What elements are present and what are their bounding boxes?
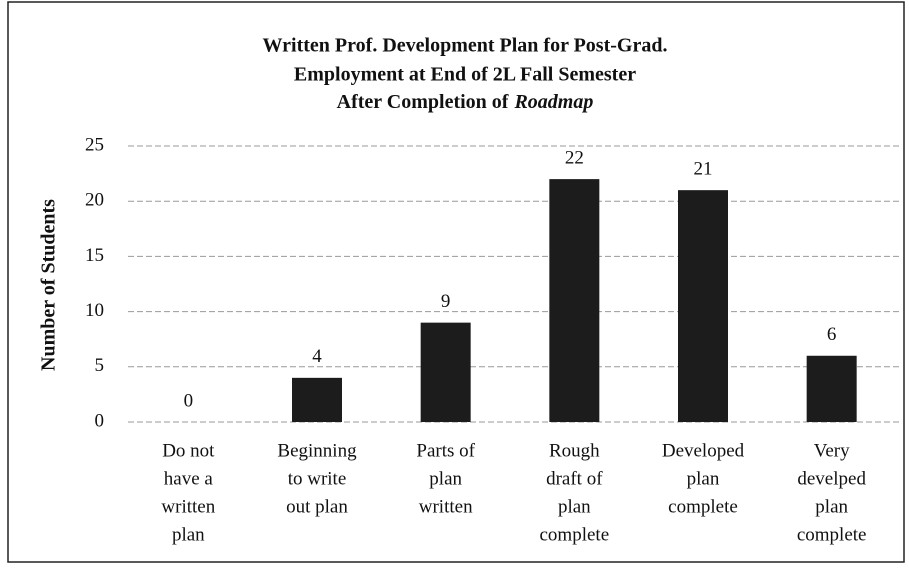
- x-tick-label: written: [419, 496, 473, 517]
- x-tick-label: Beginning: [277, 440, 357, 461]
- chart-border: [7, 1, 905, 563]
- chart-title: Roadmap: [513, 91, 593, 113]
- x-tick-label: Very: [814, 440, 850, 461]
- data-label: 21: [694, 159, 713, 180]
- data-label: 0: [184, 390, 194, 411]
- bar: [420, 322, 471, 422]
- x-tick-label: Do not: [162, 440, 215, 461]
- data-label: 22: [565, 147, 584, 168]
- chart-title: After Completion of: [337, 91, 509, 113]
- bar: [549, 179, 600, 422]
- x-tick-label: have a: [164, 468, 214, 489]
- x-tick-label: develped: [797, 468, 866, 489]
- x-tick-label: written: [161, 496, 215, 517]
- x-tick-label: Rough: [549, 440, 600, 461]
- x-tick-label: Parts of: [416, 440, 475, 461]
- y-tick-label: 10: [85, 300, 104, 321]
- x-tick-label: plan: [558, 496, 591, 517]
- x-tick-label: complete: [540, 524, 610, 545]
- data-label: 4: [312, 346, 322, 367]
- x-tick-label: draft of: [546, 468, 603, 489]
- bar: [292, 377, 342, 422]
- x-tick-label: plan: [172, 524, 205, 545]
- y-tick-label: 15: [85, 245, 104, 266]
- bar: [678, 190, 728, 422]
- chart-title: After Completion of Roadmap: [337, 91, 594, 113]
- x-tick-label: plan: [429, 468, 462, 489]
- bar: [806, 355, 857, 422]
- y-axis-label: Number of Students: [38, 199, 60, 371]
- y-tick-label: 20: [85, 190, 104, 211]
- x-tick-label: out plan: [286, 496, 348, 517]
- x-tick-label: plan: [687, 468, 720, 489]
- y-tick-label: 5: [95, 355, 105, 376]
- y-tick-label: 0: [95, 410, 105, 431]
- x-tick-label: complete: [668, 496, 738, 517]
- x-tick-label: complete: [797, 524, 867, 545]
- chart-title: Employment at End of 2L Fall Semester: [294, 64, 636, 86]
- chart-title: Written Prof. Development Plan for Post-…: [263, 35, 668, 57]
- y-tick-label: 25: [85, 134, 104, 155]
- x-tick-label: to write: [288, 468, 347, 489]
- data-label: 6: [827, 324, 837, 345]
- x-tick-label: plan: [815, 496, 848, 517]
- x-tick-label: Developed: [662, 440, 745, 461]
- data-label: 9: [441, 291, 451, 312]
